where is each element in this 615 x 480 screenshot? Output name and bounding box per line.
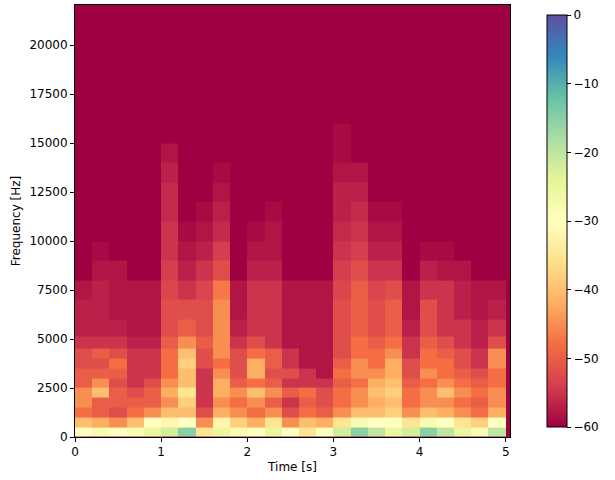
svg-text:2: 2 xyxy=(243,445,251,459)
svg-text:3: 3 xyxy=(330,445,338,459)
svg-text:5000: 5000 xyxy=(37,332,68,346)
svg-text:Frequency [Hz]: Frequency [Hz] xyxy=(9,176,23,267)
svg-text:0: 0 xyxy=(71,445,79,459)
svg-text:1: 1 xyxy=(157,445,165,459)
svg-text:0: 0 xyxy=(573,8,581,22)
svg-text:4: 4 xyxy=(416,445,424,459)
svg-text:17500: 17500 xyxy=(29,87,67,101)
svg-text:Time [s]: Time [s] xyxy=(267,460,317,474)
svg-text:2500: 2500 xyxy=(37,381,68,395)
svg-text:0: 0 xyxy=(60,430,68,444)
svg-text:20000: 20000 xyxy=(29,38,67,52)
svg-text:−40: −40 xyxy=(573,283,598,297)
svg-text:10000: 10000 xyxy=(29,234,67,248)
svg-text:−30: −30 xyxy=(573,214,598,228)
svg-text:−20: −20 xyxy=(573,146,598,160)
svg-text:15000: 15000 xyxy=(29,136,67,150)
svg-text:12500: 12500 xyxy=(29,185,67,199)
svg-text:7500: 7500 xyxy=(37,283,68,297)
svg-text:−60: −60 xyxy=(573,420,598,434)
svg-text:5: 5 xyxy=(502,445,510,459)
svg-text:−50: −50 xyxy=(573,352,598,366)
svg-text:−10: −10 xyxy=(573,77,598,91)
